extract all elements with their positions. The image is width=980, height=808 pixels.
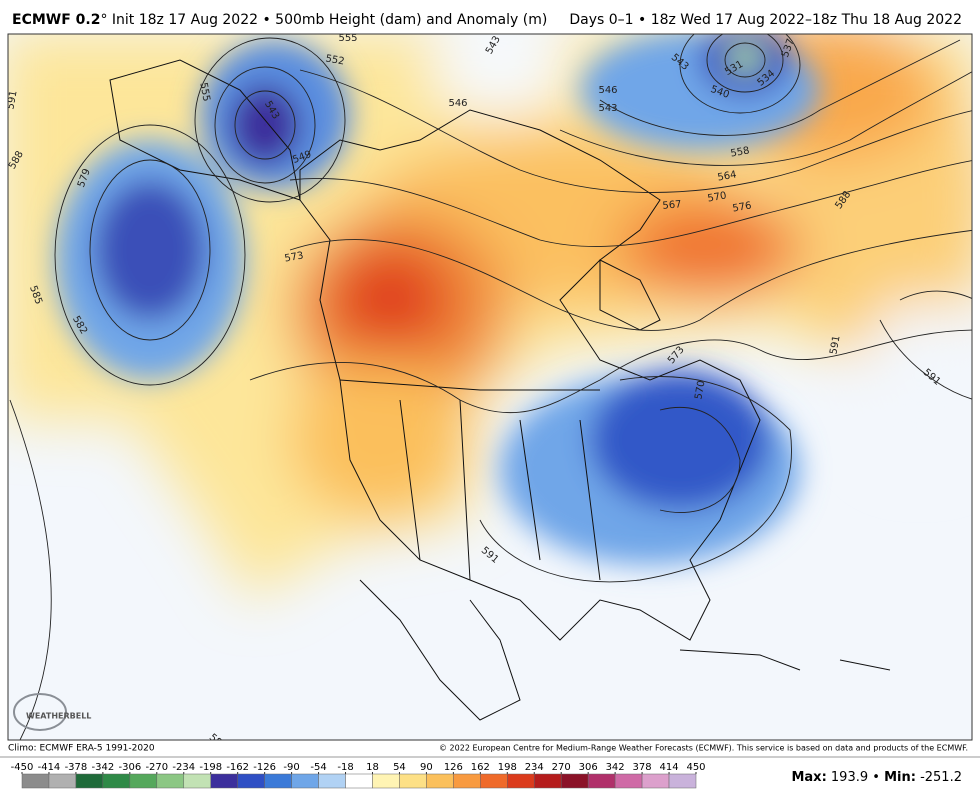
colorbar-label: 234 [525,762,544,773]
colorbar-swatch [614,773,643,789]
contour-label: 546 [448,98,467,109]
colorbar-label: -54 [310,762,326,773]
header-title: ECMWF 0.2° Init 18z 17 Aug 2022 • 500mb … [12,12,547,28]
colorbar-label: -90 [283,762,299,773]
colorbar-label: 54 [393,762,406,773]
colorbar-swatch [156,773,185,789]
colorbar-label: -378 [65,762,88,773]
copyright: © 2022 European Centre for Medium-Range … [439,744,968,753]
colorbar-label: -198 [199,762,222,773]
colorbar-swatch [560,773,589,789]
colorbar-swatch [210,773,238,789]
colorbar-swatch [372,773,400,789]
colorbar-swatch [426,773,454,789]
colorbar-swatch [641,773,670,789]
map-frame [7,33,973,741]
colorbar-swatch [399,773,427,789]
contour-label: 564 [717,169,738,183]
colorbar-label: -306 [118,762,141,773]
contour-label: 543 [598,103,617,114]
colorbar-swatch [237,773,265,789]
coastlines [109,59,891,721]
colorbar-label: 198 [498,762,517,773]
contour-label: 591 [5,90,19,111]
max-min: Max: 193.9 • Min: -251.2 [791,770,962,785]
colorbar-label: -162 [226,762,249,773]
colorbar-swatch [102,773,131,789]
contour-label: 567 [662,199,682,212]
colorbar-label: 126 [444,762,463,773]
colorbar-label: 270 [552,762,571,773]
colorbar-label: 450 [686,762,705,773]
logo-text: WEATHERBELL [26,712,91,721]
colorbar-swatch [668,773,697,789]
colorbar-label: 90 [420,762,433,773]
climo-note: Climo: ECMWF ERA-5 1991-2020 [8,744,155,754]
colorbar-swatch [587,773,616,789]
contour-label: 570 [693,380,707,401]
colorbar-label: -234 [172,762,195,773]
logo: WEATHERBELL [13,693,91,731]
colorbar-swatch [480,773,508,789]
contour-label: 585 [207,732,229,753]
colorbar-label: -342 [92,762,115,773]
colorbar-swatch [21,773,50,789]
contour-label: 573 [284,250,305,264]
colorbar-swatch [291,773,319,789]
colorbar-swatch [48,773,77,789]
colorbar-label: -450 [11,762,34,773]
contour-label: 552 [325,53,346,67]
contour-label: 558 [730,145,751,159]
colorbar-swatch [129,773,158,789]
colorbar-label: 306 [579,762,598,773]
contour-label: 591 [828,335,842,356]
separator: • [872,770,880,785]
contour-label: 546 [598,85,617,96]
contour-label: 576 [732,200,753,214]
colorbar-label: 162 [471,762,490,773]
colorbar-swatch [533,773,562,789]
contour-label: 570 [707,190,728,204]
min-value: -251.2 [920,770,962,785]
colorbar-label: 378 [633,762,652,773]
colorbar-label: -414 [38,762,61,773]
valid-time: Days 0–1 • 18z Wed 17 Aug 2022–18z Thu 1… [569,12,962,28]
contour-label: 555 [197,82,211,103]
colorbar-label: -126 [253,762,276,773]
colorbar-label: -270 [145,762,168,773]
negative-anomalies [55,34,820,565]
colorbar-swatch [318,773,346,789]
max-value: 193.9 [831,770,868,785]
colorbar-swatch [264,773,292,789]
colorbar-swatch [75,773,104,789]
colorbar-swatch [345,773,373,789]
max-label: Max: [791,770,826,785]
model-name: ECMWF 0.2 [12,12,100,28]
colorbar-swatch [183,773,211,789]
colorbar: -450 -414 -378 -342 -306 -270 -234 -198 -162 -126… [11,762,706,789]
min-label: Min: [884,770,916,785]
colorbar-label: -18 [337,762,353,773]
title-text: ° Init 18z 17 Aug 2022 • 500mb Height (d… [100,12,547,28]
colorbar-swatch [453,773,481,789]
colorbar-label: 414 [659,762,678,773]
contour-label: 555 [338,33,357,44]
colorbar-swatch [507,773,535,789]
colorbar-label: 342 [606,762,625,773]
height-contours [9,34,972,740]
colorbar-label: 18 [366,762,379,773]
